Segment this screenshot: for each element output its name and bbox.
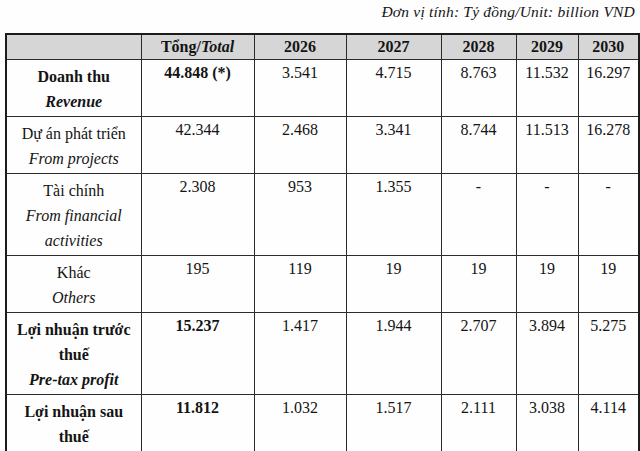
- header-total-vi: Tổng/: [161, 38, 201, 55]
- header-total-cell: Tổng/Total: [141, 34, 254, 60]
- row-from-projects: Dự án phát triển From projects 42.344 2.…: [6, 117, 639, 174]
- row-label: Doanh thu Revenue: [6, 60, 141, 117]
- row-label-vi: Lợi nhuận sau thuế: [9, 399, 139, 449]
- cell-2028: 8.744: [441, 117, 516, 174]
- cell-2029: 3.894: [516, 313, 578, 395]
- header-year-2027: 2027: [346, 34, 441, 60]
- cell-2029: 19: [516, 256, 578, 313]
- header-corner-cell: [6, 34, 141, 60]
- header-year-2026: 2026: [254, 34, 346, 60]
- header-year-2030: 2030: [578, 34, 639, 60]
- header-total-en: Total: [201, 38, 234, 55]
- cell-2026: 1.417: [254, 313, 346, 395]
- cell-2030: 4.114: [578, 395, 639, 451]
- row-label-en: From projects: [9, 146, 139, 171]
- cell-total: 2.308: [141, 174, 254, 256]
- cell-2027: 1.517: [346, 395, 441, 451]
- cell-2028: 2.111: [441, 395, 516, 451]
- row-label-vi: Lợi nhuận trước thuế: [9, 317, 139, 367]
- row-posttax-profit: Lợi nhuận sau thuế Post-tax profit 11.81…: [6, 395, 639, 451]
- cell-2027: 1.944: [346, 313, 441, 395]
- cell-2030: 19: [578, 256, 639, 313]
- cell-2026: 953: [254, 174, 346, 256]
- row-label-vi: Khác: [9, 260, 139, 285]
- row-label: Lợi nhuận sau thuế Post-tax profit: [6, 395, 141, 451]
- cell-2030: 16.278: [578, 117, 639, 174]
- cell-2027: 1.355: [346, 174, 441, 256]
- row-label: Khác Others: [6, 256, 141, 313]
- header-row: Tổng/Total 2026 2027 2028 2029 2030: [6, 34, 639, 60]
- cell-2028: 2.707: [441, 313, 516, 395]
- row-label: Lợi nhuận trước thuế Pre-tax profit: [6, 313, 141, 395]
- cell-2029: 3.038: [516, 395, 578, 451]
- row-label-en: Others: [9, 285, 139, 310]
- cell-2028: -: [441, 174, 516, 256]
- row-label: Dự án phát triển From projects: [6, 117, 141, 174]
- cell-total: 42.344: [141, 117, 254, 174]
- cell-2029: 11.532: [516, 60, 578, 117]
- cell-2028: 19: [441, 256, 516, 313]
- row-label-vi: Dự án phát triển: [9, 121, 139, 146]
- header-year-2028: 2028: [441, 34, 516, 60]
- row-financial-activities: Tài chính From financial activities 2.30…: [6, 174, 639, 256]
- financial-projection-table: Tổng/Total 2026 2027 2028 2029 2030 Doan…: [5, 33, 640, 451]
- cell-2026: 3.541: [254, 60, 346, 117]
- row-label-en: From financial activities: [9, 203, 139, 253]
- row-label-en: Revenue: [9, 89, 139, 114]
- row-label-en: Pre-tax profit: [9, 367, 139, 392]
- cell-2030: 5.275: [578, 313, 639, 395]
- row-revenue: Doanh thu Revenue 44.848 (*) 3.541 4.715…: [6, 60, 639, 117]
- cell-2026: 1.032: [254, 395, 346, 451]
- cell-total: 195: [141, 256, 254, 313]
- row-others: Khác Others 195 119 19 19 19 19: [6, 256, 639, 313]
- row-label-vi: Doanh thu: [9, 64, 139, 89]
- cell-2030: 16.297: [578, 60, 639, 117]
- cell-2030: -: [578, 174, 639, 256]
- unit-caption: Đơn vị tính: Tỷ đồng/Unit: billion VND: [381, 3, 635, 21]
- header-year-2029: 2029: [516, 34, 578, 60]
- cell-2026: 119: [254, 256, 346, 313]
- cell-2029: 11.513: [516, 117, 578, 174]
- cell-2029: -: [516, 174, 578, 256]
- cell-2027: 4.715: [346, 60, 441, 117]
- cell-2026: 2.468: [254, 117, 346, 174]
- cell-2027: 3.341: [346, 117, 441, 174]
- cell-2027: 19: [346, 256, 441, 313]
- cell-total: 44.848 (*): [141, 60, 254, 117]
- cell-total: 15.237: [141, 313, 254, 395]
- row-pretax-profit: Lợi nhuận trước thuế Pre-tax profit 15.2…: [6, 313, 639, 395]
- cell-total: 11.812: [141, 395, 254, 451]
- cell-2028: 8.763: [441, 60, 516, 117]
- row-label: Tài chính From financial activities: [6, 174, 141, 256]
- row-label-vi: Tài chính: [9, 178, 139, 203]
